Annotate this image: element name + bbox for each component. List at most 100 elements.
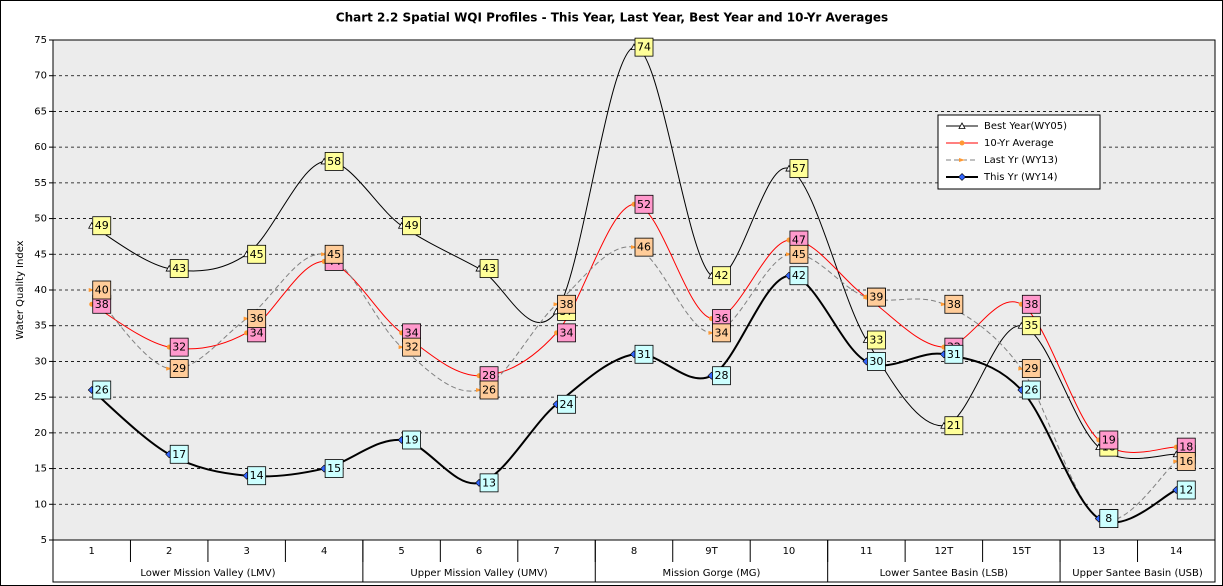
data-label: 16 xyxy=(1177,452,1195,470)
chart-title: Chart 2.2 Spatial WQI Profiles - This Ye… xyxy=(336,11,888,25)
y-tick-label: 30 xyxy=(34,356,47,367)
y-tick-label: 60 xyxy=(34,142,47,153)
x-tick-label: 7 xyxy=(553,546,559,557)
y-tick-label: 65 xyxy=(34,106,47,117)
data-label: 17 xyxy=(170,445,188,463)
data-label: 19 xyxy=(403,431,421,449)
data-label: 38 xyxy=(558,295,576,313)
x-tick-label: 14 xyxy=(1170,546,1183,557)
y-tick-label: 75 xyxy=(34,35,47,46)
x-tick-label: 15T xyxy=(1012,546,1032,557)
x-tick-label: 4 xyxy=(321,546,327,557)
x-tick-label: 11 xyxy=(860,546,873,557)
group-label: Lower Mission Valley (LMV) xyxy=(140,568,275,579)
data-label: 12 xyxy=(1177,481,1195,499)
legend-label: 10-Yr Average xyxy=(984,138,1054,149)
y-tick-label: 45 xyxy=(34,249,47,260)
data-label: 8 xyxy=(1100,510,1118,528)
data-label-text: 36 xyxy=(250,312,264,325)
data-label-text: 14 xyxy=(250,469,264,482)
data-label: 39 xyxy=(867,288,885,306)
legend-label: This Yr (WY14) xyxy=(983,172,1058,183)
data-label: 34 xyxy=(712,324,730,342)
data-label-text: 42 xyxy=(792,269,806,282)
data-label-text: 15 xyxy=(327,462,341,475)
y-tick-label: 25 xyxy=(34,392,47,403)
data-label: 52 xyxy=(635,195,653,213)
data-label: 36 xyxy=(248,310,266,328)
data-label: 15 xyxy=(325,460,343,478)
data-label: 74 xyxy=(635,38,653,56)
data-label: 49 xyxy=(403,217,421,235)
x-tick-label: 6 xyxy=(476,546,482,557)
data-label-text: 31 xyxy=(637,348,651,361)
data-label: 38 xyxy=(945,295,963,313)
y-tick-label: 40 xyxy=(34,285,47,296)
data-label: 21 xyxy=(945,417,963,435)
data-label-text: 29 xyxy=(172,362,186,375)
y-tick-label: 20 xyxy=(34,428,47,439)
data-label: 26 xyxy=(93,381,111,399)
data-label-text: 43 xyxy=(482,262,496,275)
data-label: 30 xyxy=(867,352,885,370)
data-label-text: 35 xyxy=(1024,319,1038,332)
data-label-text: 32 xyxy=(405,341,419,354)
data-label-text: 26 xyxy=(482,384,496,397)
data-label-text: 30 xyxy=(869,355,883,368)
y-tick-label: 55 xyxy=(34,178,47,189)
data-label-text: 26 xyxy=(1024,384,1038,397)
y-tick-label: 70 xyxy=(34,71,47,82)
data-label: 45 xyxy=(790,245,808,263)
x-tick-label: 12T xyxy=(934,546,954,557)
data-label-text: 17 xyxy=(172,448,186,461)
data-label-text: 45 xyxy=(792,248,806,261)
data-label: 45 xyxy=(248,245,266,263)
y-tick-label: 10 xyxy=(34,499,47,510)
data-label-text: 19 xyxy=(1102,434,1116,447)
group-label: Mission Gorge (MG) xyxy=(663,568,761,579)
legend-label: Last Yr (WY13) xyxy=(984,155,1058,166)
data-label-text: 38 xyxy=(1024,298,1038,311)
data-label: 49 xyxy=(93,217,111,235)
data-label-text: 45 xyxy=(327,248,341,261)
y-tick-label: 5 xyxy=(41,535,47,546)
data-label-text: 38 xyxy=(560,298,574,311)
data-label: 31 xyxy=(945,345,963,363)
x-tick-label: 5 xyxy=(398,546,404,557)
data-label: 13 xyxy=(480,474,498,492)
chart: Chart 2.2 Spatial WQI Profiles - This Ye… xyxy=(0,0,1223,586)
data-label-text: 34 xyxy=(714,326,728,339)
data-label-text: 13 xyxy=(482,476,496,489)
data-label: 43 xyxy=(480,260,498,278)
x-tick-label: 3 xyxy=(243,546,249,557)
data-label-text: 16 xyxy=(1179,455,1193,468)
data-label-text: 38 xyxy=(95,298,109,311)
data-label: 38 xyxy=(1022,295,1040,313)
data-label: 14 xyxy=(248,467,266,485)
data-label: 45 xyxy=(325,245,343,263)
data-label-text: 32 xyxy=(172,341,186,354)
data-label: 33 xyxy=(867,331,885,349)
data-label-text: 46 xyxy=(637,241,651,254)
data-label-text: 28 xyxy=(482,369,496,382)
data-label: 42 xyxy=(790,267,808,285)
x-tick-label: 9T xyxy=(705,546,718,557)
data-label: 24 xyxy=(558,395,576,413)
data-label-text: 42 xyxy=(714,269,728,282)
data-label-text: 43 xyxy=(172,262,186,275)
legend-label: Best Year(WY05) xyxy=(984,121,1067,132)
data-label: 28 xyxy=(712,367,730,385)
data-label: 40 xyxy=(93,281,111,299)
data-label: 26 xyxy=(480,381,498,399)
x-tick-label: 8 xyxy=(631,546,637,557)
group-label: Upper Santee Basin (USB) xyxy=(1072,568,1203,579)
x-tick-label: 1 xyxy=(89,546,95,557)
data-label: 31 xyxy=(635,345,653,363)
data-label: 29 xyxy=(170,360,188,378)
y-axis-label: Water Quality Index xyxy=(15,240,26,339)
data-label-text: 24 xyxy=(560,398,574,411)
data-label: 26 xyxy=(1022,381,1040,399)
data-label-text: 34 xyxy=(560,326,574,339)
data-label-text: 58 xyxy=(327,155,341,168)
marker xyxy=(960,141,965,146)
